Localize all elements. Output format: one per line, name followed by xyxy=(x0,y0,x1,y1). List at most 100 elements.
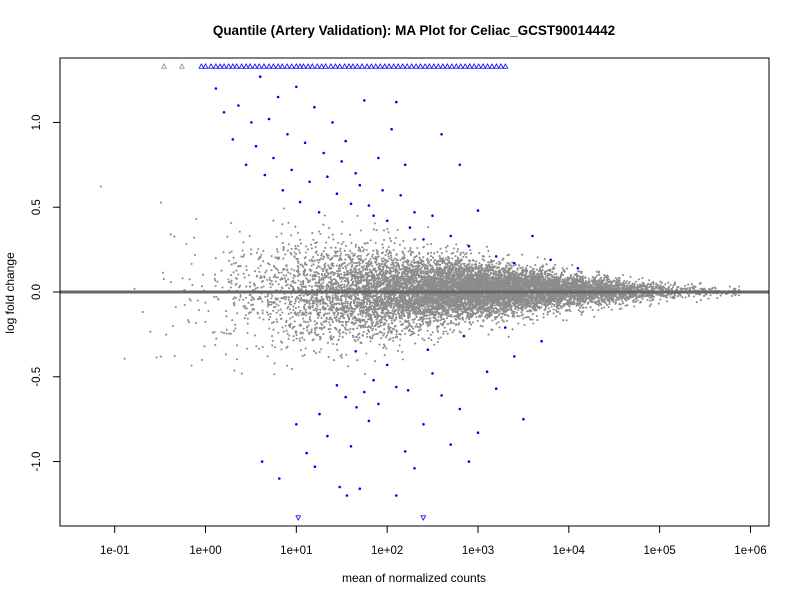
gene-point xyxy=(657,302,660,305)
gene-point xyxy=(424,264,427,267)
gene-point xyxy=(439,247,442,250)
gene-point xyxy=(350,297,353,300)
gene-point xyxy=(287,337,290,341)
gene-point xyxy=(299,349,302,352)
gene-point xyxy=(309,274,312,277)
gene-point xyxy=(411,318,414,321)
gene-point xyxy=(365,248,368,252)
gene-point xyxy=(517,322,520,325)
gene-point xyxy=(381,268,385,271)
gene-point xyxy=(273,362,276,365)
gene-point xyxy=(491,263,494,266)
gene-point xyxy=(557,310,560,313)
gene-point xyxy=(603,306,606,309)
gene-point xyxy=(367,252,370,255)
gene-point xyxy=(383,332,386,335)
gene-point xyxy=(540,265,543,268)
gene-point xyxy=(707,297,710,300)
gene-point xyxy=(240,255,243,258)
gene-point xyxy=(432,260,435,263)
gene-point xyxy=(346,264,349,267)
gene-point xyxy=(322,298,325,301)
gene-point xyxy=(366,335,369,338)
gene-point xyxy=(411,251,415,254)
gene-point xyxy=(382,238,386,241)
gene-point xyxy=(276,298,279,301)
gene-point xyxy=(294,300,297,303)
gene-point xyxy=(149,330,152,333)
gene-point xyxy=(579,310,582,313)
gene-point xyxy=(325,293,328,296)
gene-point xyxy=(446,322,449,325)
gene-point xyxy=(481,325,484,328)
gene-point xyxy=(302,327,305,330)
gene-point xyxy=(289,325,292,328)
gene-point xyxy=(288,334,291,337)
gene-point xyxy=(356,327,359,330)
gene-point xyxy=(399,320,402,323)
gene-point xyxy=(337,241,340,244)
gene-point xyxy=(325,287,328,290)
gene-point xyxy=(552,312,555,315)
gene-point xyxy=(398,293,402,296)
gene-point xyxy=(288,308,292,311)
gene-point xyxy=(236,344,239,347)
gene-point xyxy=(284,298,287,301)
gene-point xyxy=(214,273,217,276)
gene-point xyxy=(316,308,319,311)
gene-point xyxy=(339,284,342,287)
gene-point xyxy=(213,295,216,298)
gene-point xyxy=(200,285,203,288)
gene-point xyxy=(380,337,383,340)
gene-point xyxy=(311,296,314,299)
gene-point xyxy=(297,261,300,264)
gene-point xyxy=(482,310,485,313)
gene-point xyxy=(389,330,392,333)
gene-point xyxy=(371,308,374,311)
gene-point xyxy=(348,331,352,334)
gene-point xyxy=(351,263,354,266)
gene-point xyxy=(542,316,545,319)
gene-point xyxy=(297,244,300,247)
gene-point xyxy=(426,265,429,268)
gene-point xyxy=(171,325,174,328)
gene-point xyxy=(327,308,330,311)
gene-point xyxy=(359,257,362,260)
gene-point xyxy=(655,282,658,285)
gene-point xyxy=(598,273,601,276)
gene-point xyxy=(364,268,367,271)
gene-point xyxy=(520,311,523,314)
gene-point xyxy=(228,251,231,254)
gene-point xyxy=(632,295,635,298)
gene-point xyxy=(388,249,391,253)
gene-point xyxy=(310,269,313,272)
gene-point xyxy=(368,330,371,333)
gene-point xyxy=(271,339,274,343)
gene-point xyxy=(227,278,230,281)
gene-point xyxy=(459,253,462,256)
gene-point xyxy=(250,253,253,256)
gene-point xyxy=(230,221,233,225)
gene-point xyxy=(365,332,369,335)
gene-point xyxy=(462,251,465,254)
gene-point xyxy=(555,315,558,318)
gene-point xyxy=(268,282,272,285)
gene-point xyxy=(353,271,356,274)
gene-point xyxy=(444,246,448,249)
gene-point xyxy=(341,315,344,318)
gene-point xyxy=(517,308,520,311)
gene-point xyxy=(361,315,364,318)
gene-point xyxy=(294,245,297,248)
gene-point xyxy=(480,271,483,274)
gene-point xyxy=(270,255,273,258)
gene-point xyxy=(271,344,274,347)
gene-point xyxy=(497,308,500,311)
gene-point xyxy=(304,293,307,296)
gene-point xyxy=(552,308,555,311)
gene-point xyxy=(276,250,279,253)
gene-point xyxy=(308,268,311,271)
gene-point xyxy=(478,262,481,265)
gene-point xyxy=(292,335,295,338)
gene-point xyxy=(327,236,330,239)
gene-point xyxy=(326,312,329,315)
